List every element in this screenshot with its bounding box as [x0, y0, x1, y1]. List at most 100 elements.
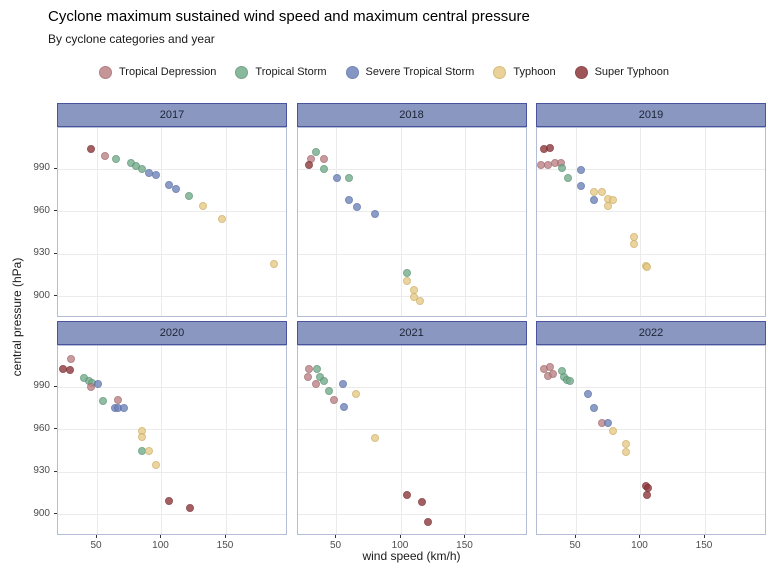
gridline-x [96, 346, 98, 534]
data-point [345, 173, 354, 182]
data-point [353, 203, 362, 212]
y-tick [54, 252, 57, 254]
gridline-x [225, 346, 227, 534]
facet-panel-2018 [296, 127, 527, 317]
data-point [577, 166, 586, 175]
gridline-y [537, 429, 765, 431]
x-tick-label: 150 [216, 540, 234, 551]
data-point [371, 434, 380, 443]
data-point [565, 377, 574, 386]
data-point [100, 152, 109, 161]
data-point [218, 214, 227, 223]
gridline-y [537, 471, 765, 473]
data-point [590, 404, 599, 413]
data-point [403, 277, 412, 286]
legend-swatch-icon [235, 65, 249, 79]
legend-swatch-icon [345, 65, 359, 79]
y-tick-label: 960 [33, 204, 50, 216]
data-point [185, 503, 194, 512]
data-point [112, 155, 121, 164]
chart-subtitle: By cyclone categories and year [48, 32, 215, 46]
data-point [171, 184, 180, 193]
gridline-y [537, 211, 765, 213]
data-point [165, 180, 174, 189]
y-tick [54, 428, 57, 430]
x-tick-label: 100 [391, 540, 409, 551]
legend-label: Severe Tropical Storm [365, 66, 475, 78]
data-point [548, 370, 557, 379]
data-point [144, 446, 153, 455]
gridline-y [58, 168, 286, 170]
x-tick [95, 535, 97, 538]
data-point [371, 210, 380, 219]
legend-swatch-icon [99, 65, 112, 79]
chart-title: Cyclone maximum sustained wind speed and… [48, 8, 530, 25]
data-point [86, 145, 95, 154]
y-tick-label: 990 [33, 162, 50, 173]
facet-panel-2020 [57, 345, 287, 535]
data-point [403, 268, 412, 277]
facet-strip-2020: 2020 [57, 321, 287, 345]
data-point [338, 380, 347, 389]
gridline-x [704, 346, 706, 534]
data-point [416, 297, 425, 306]
y-tick-label: 960 [33, 422, 50, 434]
data-point [311, 380, 320, 389]
legend: Tropical Depression Tropical Storm Severe … [0, 61, 768, 83]
data-point [340, 402, 349, 411]
x-tick [703, 535, 705, 538]
data-point [409, 292, 418, 301]
data-point [546, 143, 555, 152]
gridline-x [161, 346, 162, 534]
gridline-y [297, 386, 526, 388]
y-tick-label: 990 [33, 380, 50, 391]
gridline-x [400, 128, 402, 316]
data-point [120, 404, 129, 413]
y-tick [54, 513, 57, 515]
gridline-y [58, 386, 286, 388]
data-point [351, 390, 360, 399]
gridline-x [575, 128, 577, 316]
facet-panel-2017 [57, 127, 287, 317]
data-point [94, 380, 103, 389]
x-tick-label: 100 [152, 540, 169, 551]
data-point [622, 439, 631, 448]
gridline-x [704, 128, 706, 316]
gridline-y [297, 211, 526, 213]
facet-strip-2022: 2022 [536, 321, 766, 345]
gridline-y [537, 253, 765, 255]
facet-strip-2017: 2017 [57, 103, 287, 127]
x-tick [464, 535, 465, 538]
gridline-x [400, 346, 402, 534]
data-point [642, 490, 651, 499]
data-point [99, 397, 108, 406]
data-point [319, 165, 328, 173]
facet-strip-2021: 2021 [296, 321, 527, 345]
data-point [65, 365, 74, 374]
x-tick [160, 535, 161, 538]
facet-panel-2022 [536, 345, 766, 535]
y-tick [54, 210, 57, 212]
data-point [319, 377, 328, 386]
gridline-y [58, 514, 286, 516]
y-tick-label: 930 [33, 247, 50, 259]
y-tick-label: 900 [33, 289, 50, 301]
x-tick-label: 50 [90, 540, 102, 551]
data-point [597, 187, 606, 196]
data-point [622, 448, 631, 457]
data-point [609, 196, 618, 205]
gridline-y [297, 429, 526, 431]
legend-label: Tropical Storm [255, 66, 327, 78]
facet-panel-2021 [296, 345, 527, 535]
data-point [609, 427, 618, 436]
gridline-y [537, 168, 765, 170]
data-point [165, 496, 174, 505]
gridline-y [297, 253, 526, 255]
data-point [403, 490, 412, 499]
data-point [138, 165, 147, 173]
x-tick [335, 535, 336, 538]
gridline-y [297, 471, 526, 473]
y-tick-label: 930 [33, 465, 50, 477]
data-point [424, 517, 433, 526]
